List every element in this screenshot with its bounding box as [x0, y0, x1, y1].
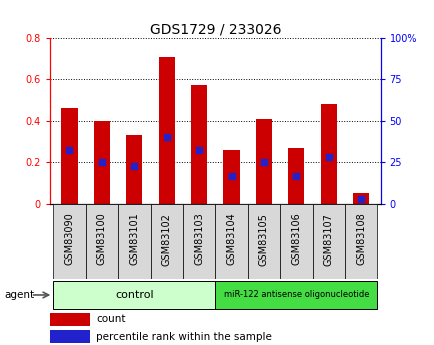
- Text: GSM83103: GSM83103: [194, 213, 204, 265]
- Bar: [288, 148, 304, 204]
- Bar: [50, 330, 89, 343]
- Bar: [50, 313, 89, 326]
- Text: percentile rank within the sample: percentile rank within the sample: [96, 332, 272, 342]
- Bar: [182, 204, 215, 279]
- Bar: [352, 193, 368, 204]
- Bar: [215, 204, 247, 279]
- Text: GSM83100: GSM83100: [97, 213, 107, 265]
- Text: GSM83101: GSM83101: [129, 213, 139, 265]
- Bar: [94, 121, 110, 204]
- Text: GSM83102: GSM83102: [161, 213, 171, 266]
- Bar: [53, 281, 215, 309]
- Bar: [191, 85, 207, 204]
- Text: GSM83105: GSM83105: [258, 213, 268, 266]
- Text: GSM83107: GSM83107: [323, 213, 333, 266]
- Bar: [255, 119, 271, 204]
- Bar: [150, 204, 182, 279]
- Bar: [158, 57, 174, 204]
- Bar: [223, 150, 239, 204]
- Bar: [118, 204, 150, 279]
- Bar: [344, 204, 377, 279]
- Bar: [126, 135, 142, 204]
- Bar: [85, 204, 118, 279]
- Text: miR-122 antisense oligonucleotide: miR-122 antisense oligonucleotide: [223, 290, 368, 299]
- Bar: [53, 204, 85, 279]
- Bar: [247, 204, 279, 279]
- Title: GDS1729 / 233026: GDS1729 / 233026: [149, 23, 280, 37]
- Text: control: control: [115, 290, 153, 300]
- Bar: [279, 204, 312, 279]
- Text: GSM83108: GSM83108: [355, 213, 365, 265]
- Bar: [215, 281, 377, 309]
- Bar: [320, 104, 336, 204]
- Text: GSM83106: GSM83106: [291, 213, 301, 265]
- Bar: [312, 204, 344, 279]
- Text: agent: agent: [4, 290, 34, 300]
- Text: GSM83090: GSM83090: [64, 213, 74, 265]
- Text: GSM83104: GSM83104: [226, 213, 236, 265]
- Text: count: count: [96, 315, 125, 324]
- Bar: [61, 108, 77, 204]
